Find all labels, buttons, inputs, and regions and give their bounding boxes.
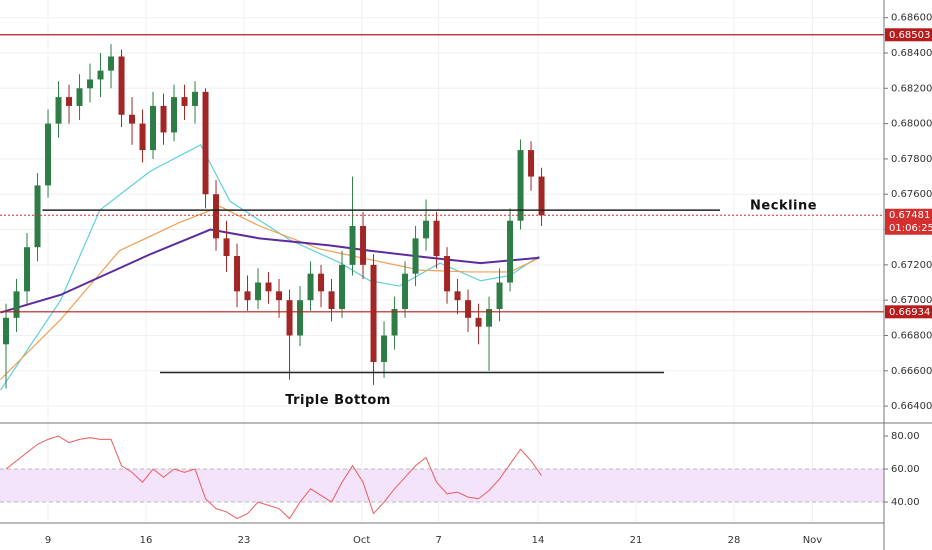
- candle-body: [45, 123, 52, 186]
- x-tick-label: 23: [238, 535, 251, 546]
- candle-body: [213, 194, 220, 239]
- candle-body: [55, 97, 62, 124]
- candle-body: [118, 56, 125, 115]
- candle-body: [276, 291, 283, 301]
- grid: [0, 0, 884, 522]
- candle-body: [108, 56, 115, 71]
- candle-body: [24, 247, 31, 292]
- price-level-label: 0.68503: [889, 30, 930, 41]
- trendline-label: Triple Bottom: [285, 393, 391, 408]
- y-tick-label: 0.68000: [891, 119, 932, 130]
- candle-body: [150, 105, 157, 151]
- candle-body: [349, 226, 356, 265]
- x-tick-label: Nov: [803, 535, 823, 546]
- moving-average: [0, 205, 540, 381]
- price-level-badge: [885, 208, 932, 235]
- y-tick-label: 0.66800: [891, 330, 932, 341]
- candle-body: [475, 317, 482, 327]
- x-tick-label: Oct: [353, 535, 370, 546]
- candle-body: [244, 291, 251, 301]
- candle-body: [339, 264, 346, 309]
- candle-body: [391, 308, 398, 336]
- candle-body: [507, 220, 514, 283]
- axes: 9 16 23 Oct 7 14 21 28 Nov 0.68600 0.68400 0.68200 0…: [45, 13, 932, 546]
- y-tick-label: 0.66400: [891, 401, 932, 412]
- x-tick-label: 14: [532, 535, 545, 546]
- moving-average: [0, 228, 540, 314]
- candle-body: [517, 150, 524, 221]
- y-tick-label: 0.67800: [891, 154, 932, 165]
- candle-body: [66, 97, 73, 106]
- candle-body: [160, 105, 167, 133]
- candle-body: [297, 300, 304, 336]
- candle-body: [307, 273, 314, 301]
- candle-body: [496, 282, 503, 309]
- y-tick-label: 0.67600: [891, 189, 932, 200]
- x-tick-label: 21: [630, 535, 643, 546]
- candle-body: [234, 256, 241, 292]
- candle-body: [87, 79, 94, 89]
- candle-body: [433, 220, 440, 257]
- y-tick-label: 40.00: [891, 497, 920, 508]
- y-tick-label: 0.67000: [891, 295, 932, 306]
- candle-body: [423, 220, 430, 239]
- x-tick-label: 28: [728, 535, 741, 546]
- candle-body: [202, 91, 209, 195]
- candle-body: [381, 335, 388, 362]
- candle-body: [286, 300, 293, 336]
- y-tick-label: 0.67200: [891, 260, 932, 271]
- x-tick-label: 16: [140, 535, 153, 546]
- candle-body: [265, 282, 272, 292]
- candle-body: [97, 70, 104, 80]
- candle-body: [465, 300, 472, 318]
- candle-body: [328, 291, 335, 309]
- candle-body: [255, 282, 262, 301]
- candle-body: [13, 291, 20, 318]
- candle-body: [538, 176, 545, 216]
- candle-body: [76, 88, 83, 106]
- y-tick-label: 0.66600: [891, 366, 932, 377]
- candle-body: [444, 256, 451, 292]
- candle-body: [192, 91, 199, 106]
- candle-body: [370, 264, 377, 362]
- moving-average: [0, 143, 540, 391]
- countdown-timer: 01:06:25: [889, 223, 932, 234]
- rsi-line: [5, 435, 542, 520]
- candle-body: [139, 123, 146, 151]
- y-tick-label: 80.00: [891, 431, 920, 442]
- candle-body: [412, 238, 419, 274]
- y-tick-label: 60.00: [891, 464, 920, 475]
- candle-body: [3, 317, 10, 345]
- y-tick-label: 0.68400: [891, 48, 932, 59]
- price-level-badge: [885, 305, 932, 319]
- price-level-label: 0.67481: [889, 210, 930, 221]
- x-tick-label: 9: [45, 535, 51, 546]
- price-level-badge: [885, 28, 932, 42]
- candle-body: [129, 114, 136, 124]
- plot: Neckline Triple Bottom: [0, 34, 884, 520]
- candle-body: [402, 273, 409, 309]
- candle-body: [454, 291, 461, 301]
- trendline-label: Neckline: [750, 199, 817, 214]
- x-tick-label: 7: [435, 535, 441, 546]
- candle-body: [528, 150, 535, 177]
- candle-body: [223, 238, 230, 257]
- candle-body: [171, 97, 178, 133]
- candle-body: [181, 97, 188, 106]
- candle-body: [360, 226, 367, 265]
- rsi-band: [0, 469, 884, 503]
- candle-body: [486, 308, 493, 327]
- candle-body: [318, 273, 325, 292]
- y-tick-label: 0.68600: [891, 13, 932, 24]
- price-level-label: 0.66934: [889, 307, 930, 318]
- candle-body: [34, 185, 41, 248]
- y-tick-label: 0.68200: [891, 83, 932, 94]
